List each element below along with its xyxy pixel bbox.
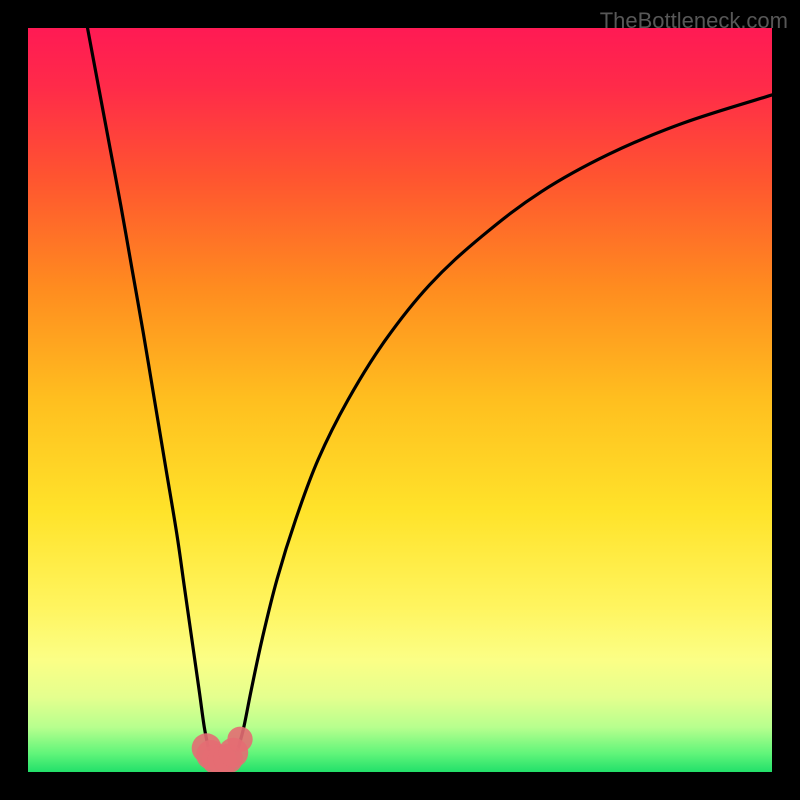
watermark-text: TheBottleneck.com: [600, 8, 788, 34]
bottleneck-chart: [28, 28, 772, 772]
chart-background: [28, 28, 772, 772]
valley-marker: [227, 727, 252, 752]
chart-frame: [28, 28, 772, 772]
chart-svg: [28, 28, 772, 772]
